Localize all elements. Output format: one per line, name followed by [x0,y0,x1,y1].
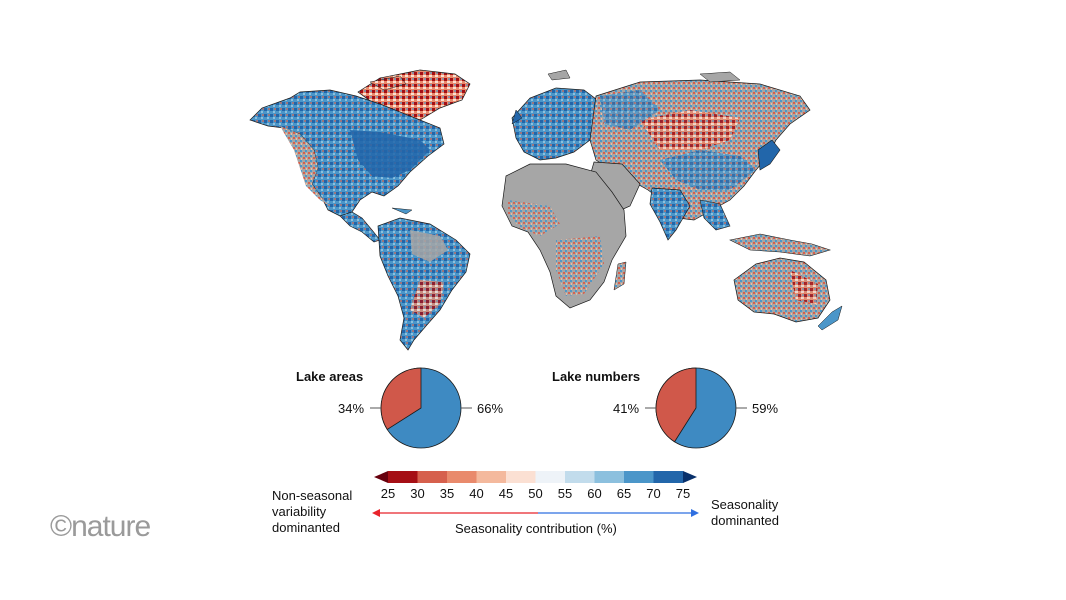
pie-lake-areas [370,367,472,449]
colorbar-segment [624,471,654,483]
colorbar-high-end [683,471,697,483]
japan [757,139,781,171]
colorbar-tick-label: 65 [616,486,632,501]
colorbar [374,471,697,483]
colorbar-segment [594,471,625,483]
colorbar-segment [565,471,595,483]
colorbar-segment [388,471,418,483]
colorbar-tick-label: 25 [380,486,396,501]
colorbar-segment [506,471,536,483]
colorbar-tick-label: 30 [410,486,425,501]
colorbar-tick-label: 55 [557,486,573,501]
colorbar-tick-label: 70 [646,486,661,501]
north-america-west [280,126,330,206]
colorbar-tick-label: 50 [528,486,543,501]
pie-lake-areas-red-slice [380,367,422,430]
india [649,187,691,241]
north-america-east [350,130,430,178]
colorbar-segment [535,471,566,483]
pie-label-lake-areas-left: 34% [338,401,365,416]
central-america [339,211,381,243]
colorbar-low-end [374,471,388,483]
colorbar-tick-label: 35 [439,486,455,501]
nature-logo: ©nature [50,510,151,543]
pie-lake-numbers-red-slice [655,367,697,443]
australia [733,257,831,323]
colorbar-tick-label: 45 [498,486,514,501]
colorbar-segment [476,471,507,483]
pie-label-lake-numbers-left: 41% [613,401,640,416]
north-america [249,89,445,217]
colorbar-tick-label: 60 [587,486,602,501]
seasonality-arrow [372,509,699,517]
colorbar-segment [417,471,448,483]
pie-title-lake-numbers: Lake numbers [552,369,641,384]
colorbar-segment [653,471,684,483]
colorbar-left-label: Non-seasonal variability dominanted [272,488,353,535]
colorbar-xlabel: Seasonality contribution (%) [455,521,617,536]
pie-label-lake-areas-right: 66% [477,401,504,416]
colorbar-tick-label: 75 [675,486,691,501]
colorbar-right-label: Seasonality dominanted [711,497,779,528]
europe [511,87,601,161]
pie-lake-numbers [645,367,747,449]
colorbar-tick-label: 40 [469,486,484,501]
colorbar-segment [447,471,477,483]
pie-label-lake-numbers-right: 59% [752,401,779,416]
pie-title-lake-areas: Lake areas [296,369,364,384]
